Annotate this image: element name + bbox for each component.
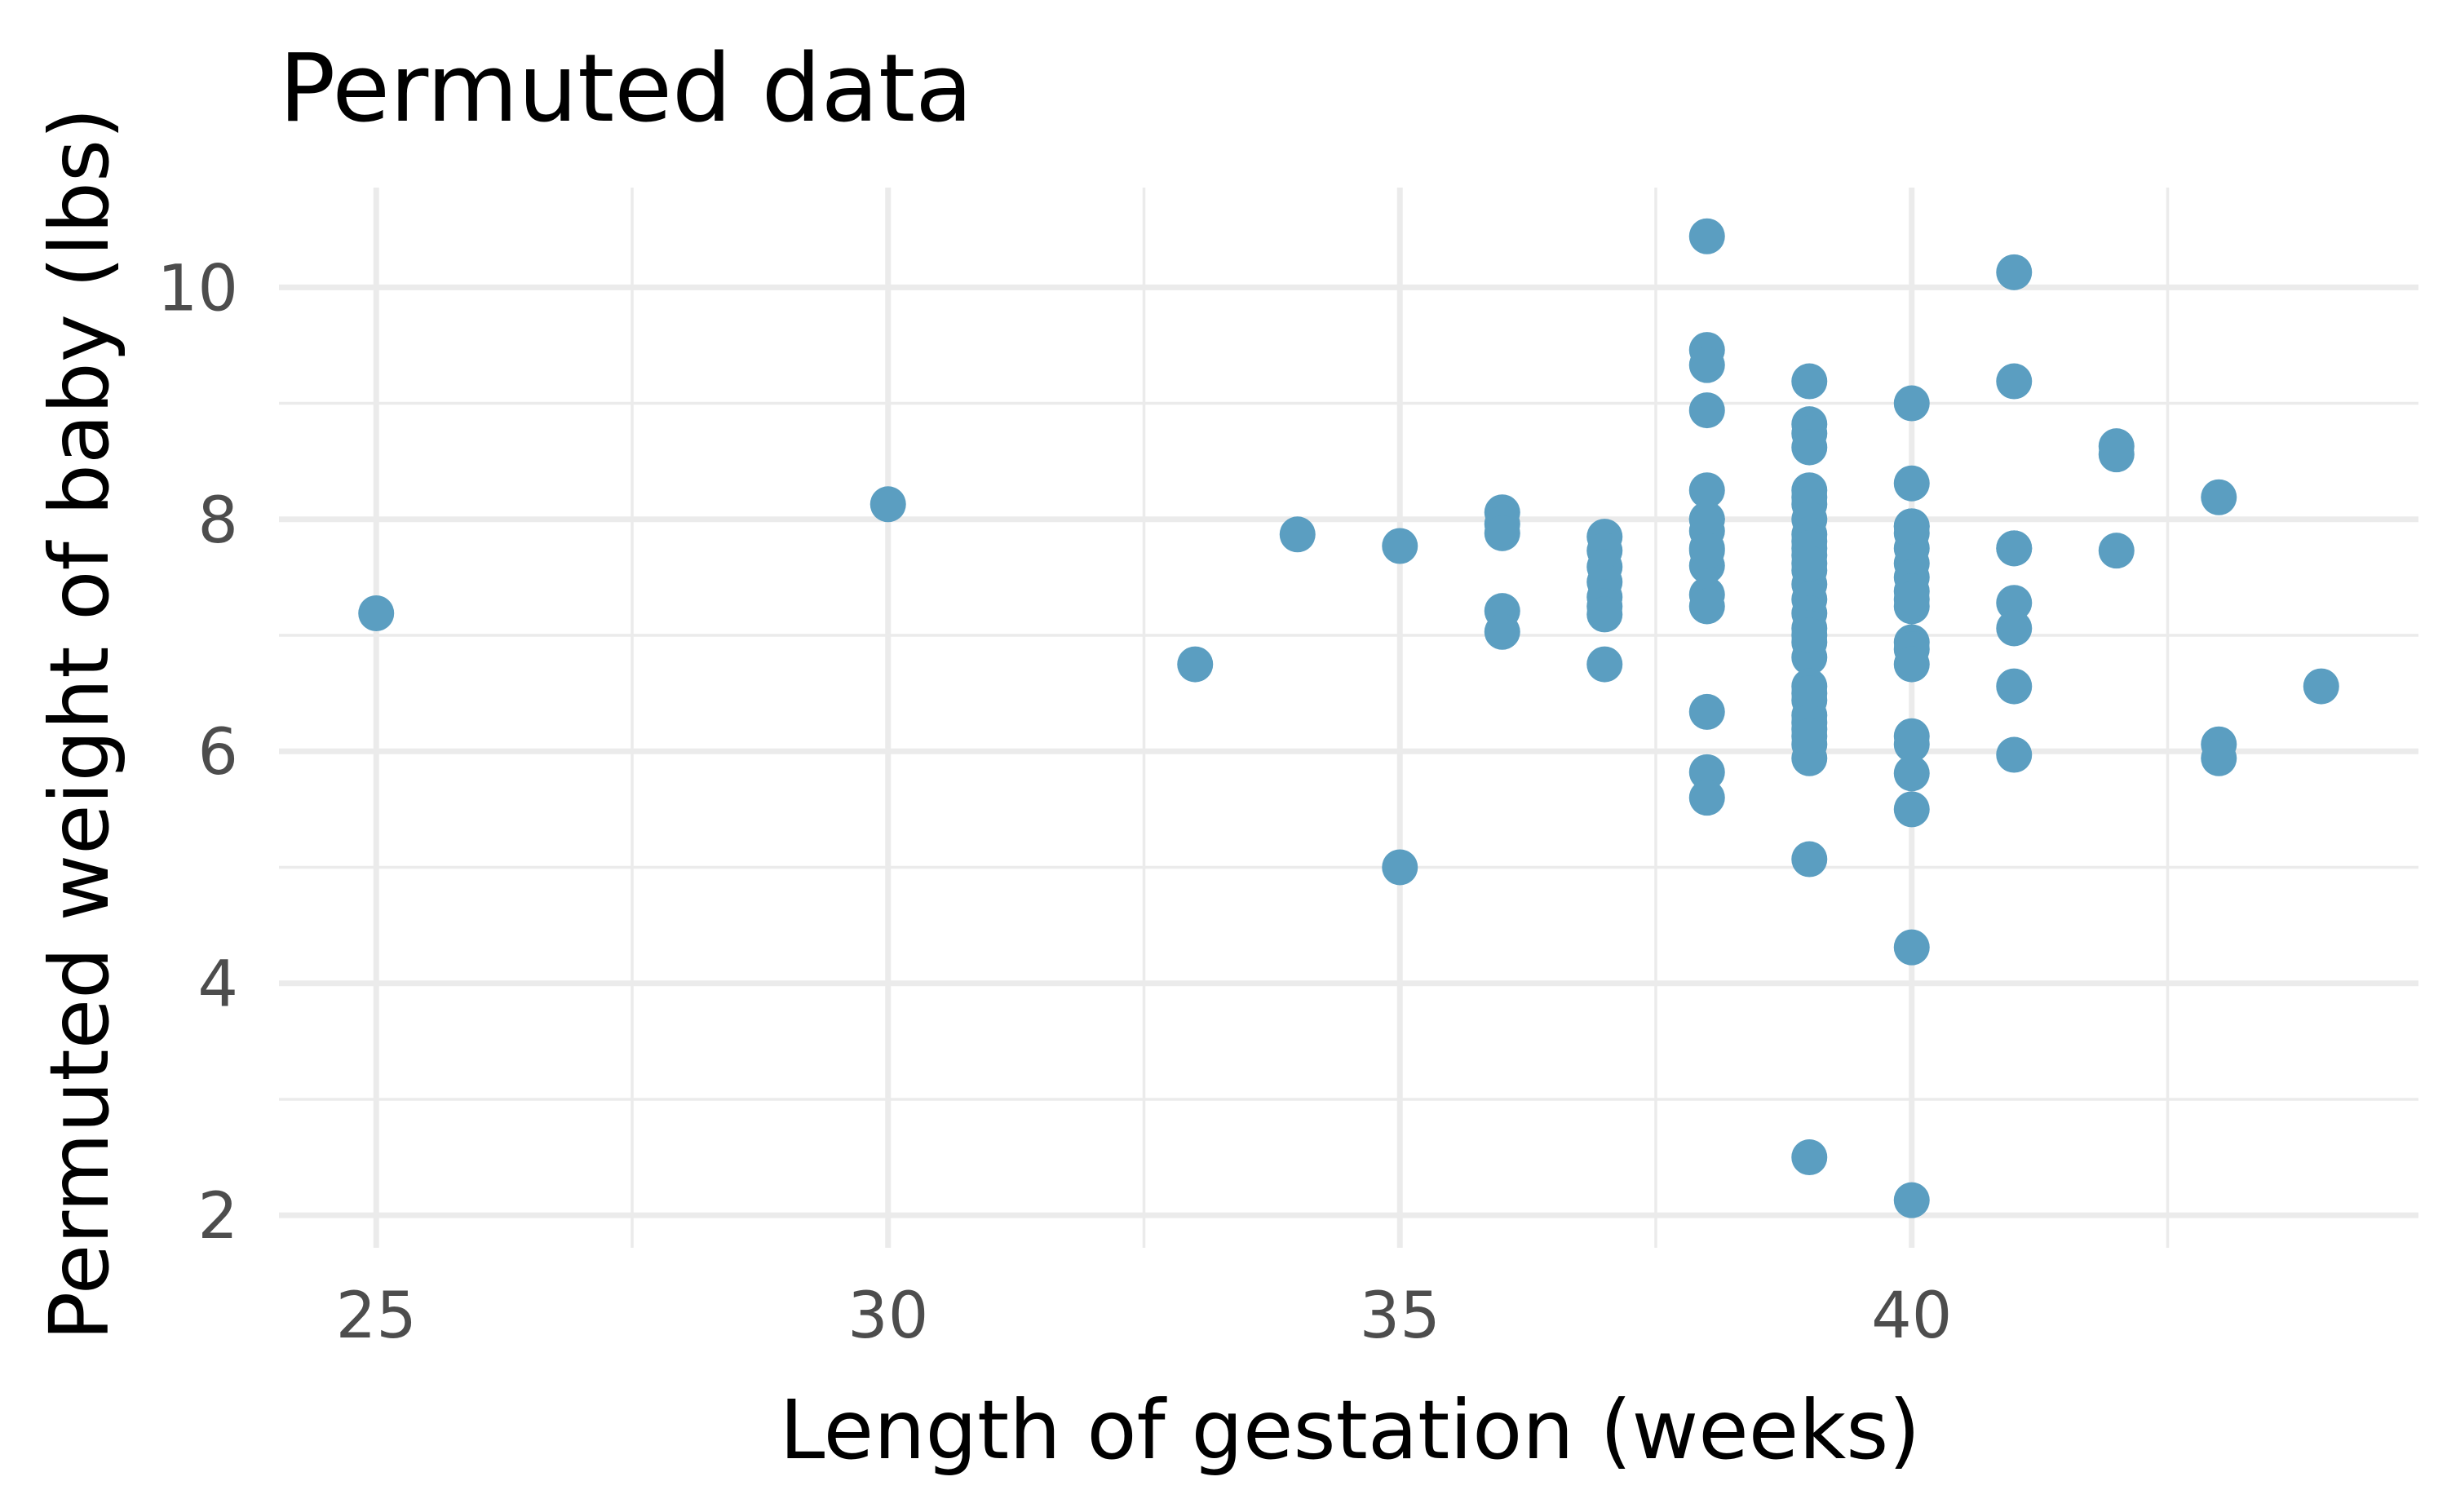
data-point [1279, 516, 1316, 553]
data-point [1893, 791, 1930, 828]
data-point [1688, 693, 1725, 730]
x-tick-label: 25 [336, 1280, 417, 1353]
grid-lines [279, 188, 2418, 1248]
y-tick-label: 6 [197, 716, 238, 789]
data-point [2098, 436, 2135, 473]
data-point [1382, 528, 1418, 564]
data-point [2303, 668, 2339, 705]
data-point [1586, 596, 1623, 633]
x-axis-ticks: 25 30 35 40 [336, 1280, 1953, 1353]
data-point [1688, 754, 1725, 790]
data-point [1586, 646, 1623, 683]
data-point [1688, 780, 1725, 816]
data-point [1996, 736, 2033, 773]
data-point [1893, 385, 1930, 422]
y-axis-ticks: 2 4 6 8 10 [157, 252, 238, 1253]
data-point [1996, 585, 2033, 621]
data-point [1791, 718, 1828, 754]
data-point [1996, 610, 2033, 647]
y-axis-title: Permuted weight of baby (lbs) [32, 108, 127, 1341]
data-point [1893, 646, 1930, 683]
y-tick-label: 8 [197, 484, 238, 558]
data-point [1382, 849, 1418, 886]
x-tick-label: 30 [847, 1280, 928, 1353]
data-point [1996, 254, 2033, 290]
data-point [1688, 392, 1725, 429]
data-point [358, 595, 395, 631]
data-point [1893, 1182, 1930, 1218]
data-point [1893, 755, 1930, 792]
data-point [1484, 515, 1520, 551]
data-point [1893, 465, 1930, 502]
y-tick-label: 10 [157, 252, 238, 325]
data-point [870, 486, 906, 523]
data-point [1688, 218, 1725, 254]
data-point [1791, 545, 1828, 581]
data-point [1791, 1139, 1828, 1176]
data-point [1791, 841, 1828, 878]
x-axis-title: Length of gestation (weeks) [780, 1382, 1921, 1478]
data-point [1893, 581, 1930, 617]
data-point [2098, 533, 2135, 569]
data-point [1791, 429, 1828, 466]
y-tick-label: 2 [197, 1180, 238, 1253]
data-point [2201, 479, 2237, 515]
data-point [1484, 613, 1520, 650]
data-point [1688, 472, 1725, 509]
data-point [2201, 740, 2237, 776]
data-point [1893, 726, 1930, 763]
data-point [1996, 363, 2033, 400]
data-point [1893, 508, 1930, 545]
data-point [1791, 363, 1828, 400]
chart-title: Permuted data [279, 34, 973, 144]
data-point [1996, 668, 2033, 705]
data-points [358, 218, 2339, 1218]
y-tick-label: 4 [197, 948, 238, 1022]
data-point [1688, 347, 1725, 383]
data-point [1893, 929, 1930, 966]
data-point [1791, 617, 1828, 654]
data-point [1688, 533, 1725, 569]
x-tick-label: 40 [1871, 1280, 1952, 1353]
data-point [1996, 530, 2033, 567]
data-point [1688, 588, 1725, 625]
x-tick-label: 35 [1360, 1280, 1440, 1353]
data-point [1688, 501, 1725, 537]
data-point [1177, 646, 1214, 683]
data-point [1791, 675, 1828, 712]
